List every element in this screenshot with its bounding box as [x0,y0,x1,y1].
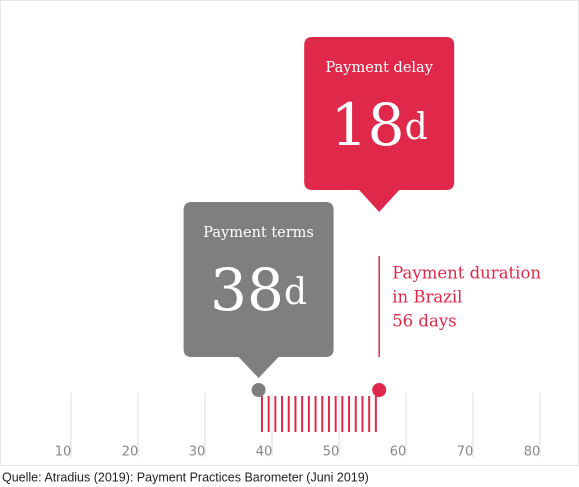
terms-callout [183,202,334,378]
terms-dot [251,383,266,397]
value-label: 38d [210,256,307,324]
x-tick-label: 60 [390,445,407,460]
x-tick-label: 80 [524,445,541,460]
x-tick-label: 10 [55,445,72,460]
duration-label: 56 days [392,312,456,331]
x-tick-label: 50 [323,445,340,460]
delay-callout [304,37,455,212]
x-tick-label: 30 [189,445,206,460]
duration-dot [372,383,387,397]
x-tick-label: 70 [457,445,474,460]
value-label: 18d [331,91,428,159]
x-tick-label: 40 [256,445,273,460]
duration-label: Payment duration [392,264,541,283]
duration-label: in Brazil [392,288,462,307]
x-tick-label: 20 [122,445,139,460]
delay-label: Payment delay [326,60,434,76]
delay-range [260,396,377,432]
source: Quelle: Atradius (2019): Payment Practic… [2,470,369,484]
terms-label: Payment terms [203,225,314,241]
